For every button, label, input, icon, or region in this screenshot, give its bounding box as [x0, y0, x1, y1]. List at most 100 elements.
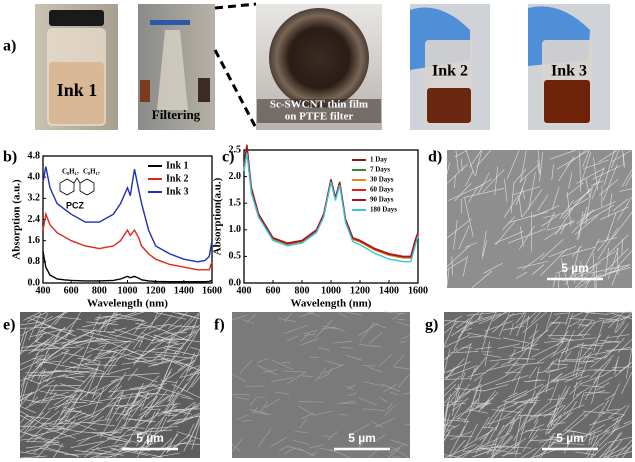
nanotube [93, 342, 108, 363]
nanotube [607, 247, 619, 280]
nanotube [577, 311, 589, 329]
nanotube [169, 325, 200, 328]
nanotube [179, 360, 195, 379]
nanotube [190, 376, 201, 388]
nanotube [548, 322, 561, 325]
nanotube [502, 337, 529, 344]
nanotube [148, 359, 172, 367]
nanotube [474, 149, 483, 177]
nanotube [603, 431, 621, 459]
nanotube [26, 443, 60, 449]
nanotube [461, 346, 473, 349]
nanotube [477, 390, 496, 413]
y-tick-label: 2.4 [28, 214, 41, 225]
nanotube [604, 248, 629, 273]
nanotube [109, 426, 126, 437]
nanotube [367, 366, 383, 373]
nanotube [231, 393, 250, 396]
nanotube [70, 440, 104, 448]
nanotube [616, 323, 629, 340]
nanotube [323, 363, 345, 374]
nanotube [520, 447, 537, 459]
nanotube [128, 356, 162, 360]
nanotube [180, 372, 200, 378]
x-tick-label: 400 [237, 285, 252, 296]
nanotube [393, 354, 405, 367]
nanotube [345, 354, 363, 361]
legend-label: 180 Days [370, 206, 397, 214]
nanotube [315, 410, 333, 416]
nanotube [598, 150, 618, 163]
nanotube [112, 417, 123, 433]
nanotube [189, 369, 201, 376]
nanotube [603, 419, 621, 432]
nanotube [356, 436, 368, 450]
photo-caption: Ink 3 [551, 63, 587, 80]
nanotube [550, 338, 568, 340]
nanotube [249, 398, 257, 406]
nanotube [154, 402, 177, 428]
legend-label: 30 Days [370, 176, 394, 184]
nanotube [502, 325, 525, 331]
nanotube [550, 379, 573, 381]
nanotube [166, 415, 201, 422]
nanotube [524, 379, 546, 382]
nanotube [601, 314, 620, 323]
y-axis-label: Absorption (a.u.) [11, 179, 23, 260]
nanotube [617, 196, 633, 221]
nanotube [453, 319, 470, 350]
nanotube [446, 424, 460, 432]
nanotube [444, 365, 478, 379]
nanotube [492, 312, 515, 333]
ring [79, 178, 95, 196]
nanotube [466, 311, 498, 316]
nanotube [443, 413, 451, 433]
nanotube [491, 436, 514, 459]
nanotube [20, 341, 52, 349]
nanotube [105, 390, 124, 420]
nanotube [83, 436, 114, 453]
nanotube [608, 311, 625, 329]
y-tick-label: 0.0 [28, 277, 41, 288]
nanotube [300, 338, 319, 346]
nanotube [180, 396, 194, 400]
nanotube [597, 227, 619, 260]
scale-bar-label: 5 µm [348, 431, 376, 445]
nanotube [122, 418, 156, 422]
nanotube [231, 373, 247, 383]
nanotube [84, 446, 99, 458]
nanotube [508, 343, 538, 357]
nanotube [494, 231, 524, 244]
nanotube [109, 447, 122, 453]
nanotube [81, 354, 92, 362]
nanotube [592, 252, 596, 289]
nanotube [477, 172, 490, 195]
nanotube [149, 311, 159, 331]
nanotube [19, 348, 41, 352]
nanotube [584, 402, 605, 417]
nanotube [86, 321, 118, 325]
bottle [140, 80, 150, 102]
nanotube [481, 391, 499, 410]
nanotube [363, 381, 384, 387]
nanotube [246, 313, 257, 323]
nanotube [446, 218, 472, 239]
nanotube [400, 335, 411, 340]
nanotube [93, 340, 131, 359]
nanotube [548, 245, 577, 258]
nanotube [608, 192, 613, 217]
nanotube [58, 369, 85, 375]
nanotube [596, 237, 618, 243]
nanotube [559, 199, 574, 220]
nanotube [602, 164, 618, 201]
nanotube [509, 452, 521, 455]
nanotube [144, 403, 181, 409]
nanotube [98, 356, 116, 359]
nanotube [443, 334, 470, 348]
nanotube [556, 330, 569, 347]
nanotube [135, 322, 159, 329]
y-tick-label: 3.2 [28, 193, 41, 204]
nanotube [188, 415, 201, 443]
nanotube [611, 149, 633, 163]
nanotube [446, 245, 470, 267]
